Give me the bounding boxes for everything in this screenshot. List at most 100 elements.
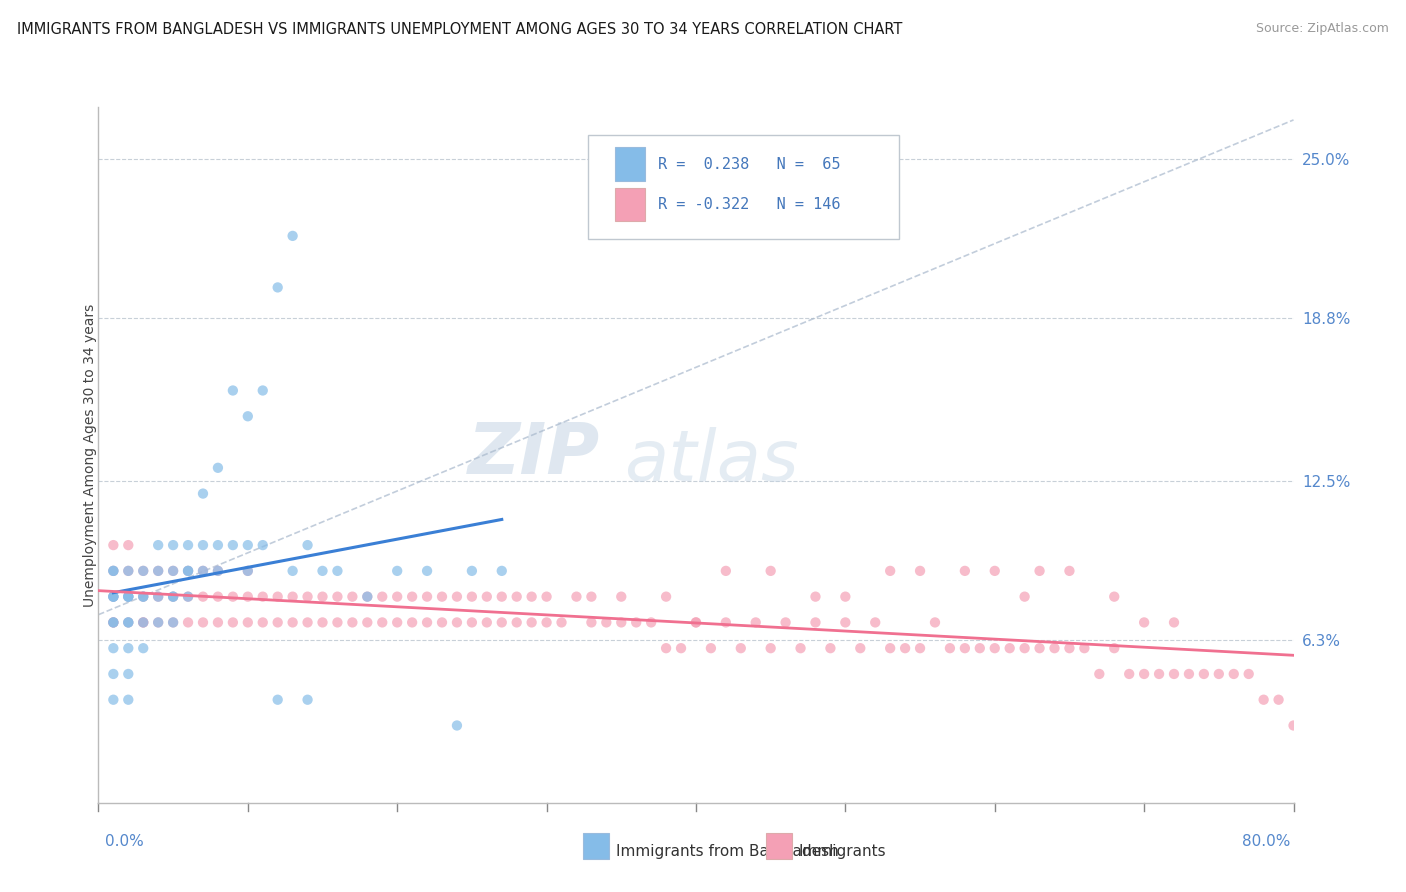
- Point: [236, 538, 259, 552]
- Point: [311, 615, 333, 630]
- Point: [132, 615, 155, 630]
- FancyBboxPatch shape: [614, 147, 644, 181]
- Point: [1267, 692, 1289, 706]
- Point: [536, 590, 558, 604]
- Point: [177, 564, 200, 578]
- Point: [162, 538, 184, 552]
- Point: [1192, 667, 1215, 681]
- Point: [236, 409, 259, 424]
- Point: [1208, 667, 1230, 681]
- Point: [775, 615, 797, 630]
- Point: [162, 615, 184, 630]
- Point: [191, 486, 214, 500]
- Point: [117, 590, 139, 604]
- Point: [1237, 667, 1260, 681]
- Point: [1104, 641, 1126, 656]
- Point: [222, 615, 245, 630]
- Point: [356, 590, 378, 604]
- Point: [371, 615, 394, 630]
- Point: [177, 590, 200, 604]
- Point: [103, 564, 125, 578]
- Text: Immigrants: Immigrants: [799, 845, 886, 859]
- Point: [236, 564, 259, 578]
- Point: [207, 460, 229, 475]
- Point: [385, 615, 409, 630]
- Point: [1118, 667, 1140, 681]
- Point: [207, 615, 229, 630]
- Point: [401, 590, 423, 604]
- Point: [461, 590, 484, 604]
- Point: [356, 590, 378, 604]
- Point: [371, 590, 394, 604]
- Point: [655, 641, 678, 656]
- Point: [132, 615, 155, 630]
- Point: [162, 564, 184, 578]
- Point: [103, 590, 125, 604]
- Point: [297, 538, 319, 552]
- Point: [148, 538, 170, 552]
- Point: [879, 564, 901, 578]
- Point: [177, 615, 200, 630]
- Point: [177, 564, 200, 578]
- Point: [148, 590, 170, 604]
- Point: [342, 590, 364, 604]
- Point: [1163, 667, 1185, 681]
- Point: [1163, 615, 1185, 630]
- Point: [162, 564, 184, 578]
- Point: [894, 641, 917, 656]
- Point: [475, 590, 498, 604]
- Point: [1282, 718, 1305, 732]
- Point: [103, 667, 125, 681]
- Point: [103, 538, 125, 552]
- Point: [984, 641, 1007, 656]
- Point: [401, 615, 423, 630]
- Point: [236, 615, 259, 630]
- Point: [685, 615, 707, 630]
- Point: [132, 590, 155, 604]
- Text: R = -0.322   N = 146: R = -0.322 N = 146: [658, 197, 841, 212]
- Point: [626, 615, 648, 630]
- Point: [132, 590, 155, 604]
- Point: [132, 564, 155, 578]
- Point: [342, 615, 364, 630]
- Point: [430, 615, 453, 630]
- Point: [1043, 641, 1066, 656]
- Point: [177, 538, 200, 552]
- Point: [236, 590, 259, 604]
- Point: [132, 615, 155, 630]
- Point: [103, 590, 125, 604]
- Point: [191, 590, 214, 604]
- Point: [520, 615, 543, 630]
- Point: [506, 590, 529, 604]
- Point: [804, 590, 827, 604]
- Text: ZIP: ZIP: [468, 420, 600, 490]
- Point: [162, 590, 184, 604]
- Point: [865, 615, 887, 630]
- Point: [1133, 615, 1156, 630]
- Point: [939, 641, 962, 656]
- Point: [207, 564, 229, 578]
- Point: [1088, 667, 1111, 681]
- Point: [685, 615, 707, 630]
- Point: [1059, 641, 1081, 656]
- Point: [207, 564, 229, 578]
- Point: [267, 590, 290, 604]
- Point: [1104, 590, 1126, 604]
- Point: [984, 564, 1007, 578]
- Point: [103, 564, 125, 578]
- Point: [103, 615, 125, 630]
- Point: [117, 692, 139, 706]
- Point: [281, 228, 304, 243]
- Text: atlas: atlas: [624, 427, 799, 496]
- Point: [103, 641, 125, 656]
- Point: [252, 538, 274, 552]
- Point: [311, 590, 333, 604]
- Point: [536, 615, 558, 630]
- Point: [103, 615, 125, 630]
- Point: [953, 641, 976, 656]
- Point: [252, 590, 274, 604]
- Point: [267, 280, 290, 294]
- Point: [789, 641, 811, 656]
- Point: [610, 615, 633, 630]
- Point: [1028, 564, 1050, 578]
